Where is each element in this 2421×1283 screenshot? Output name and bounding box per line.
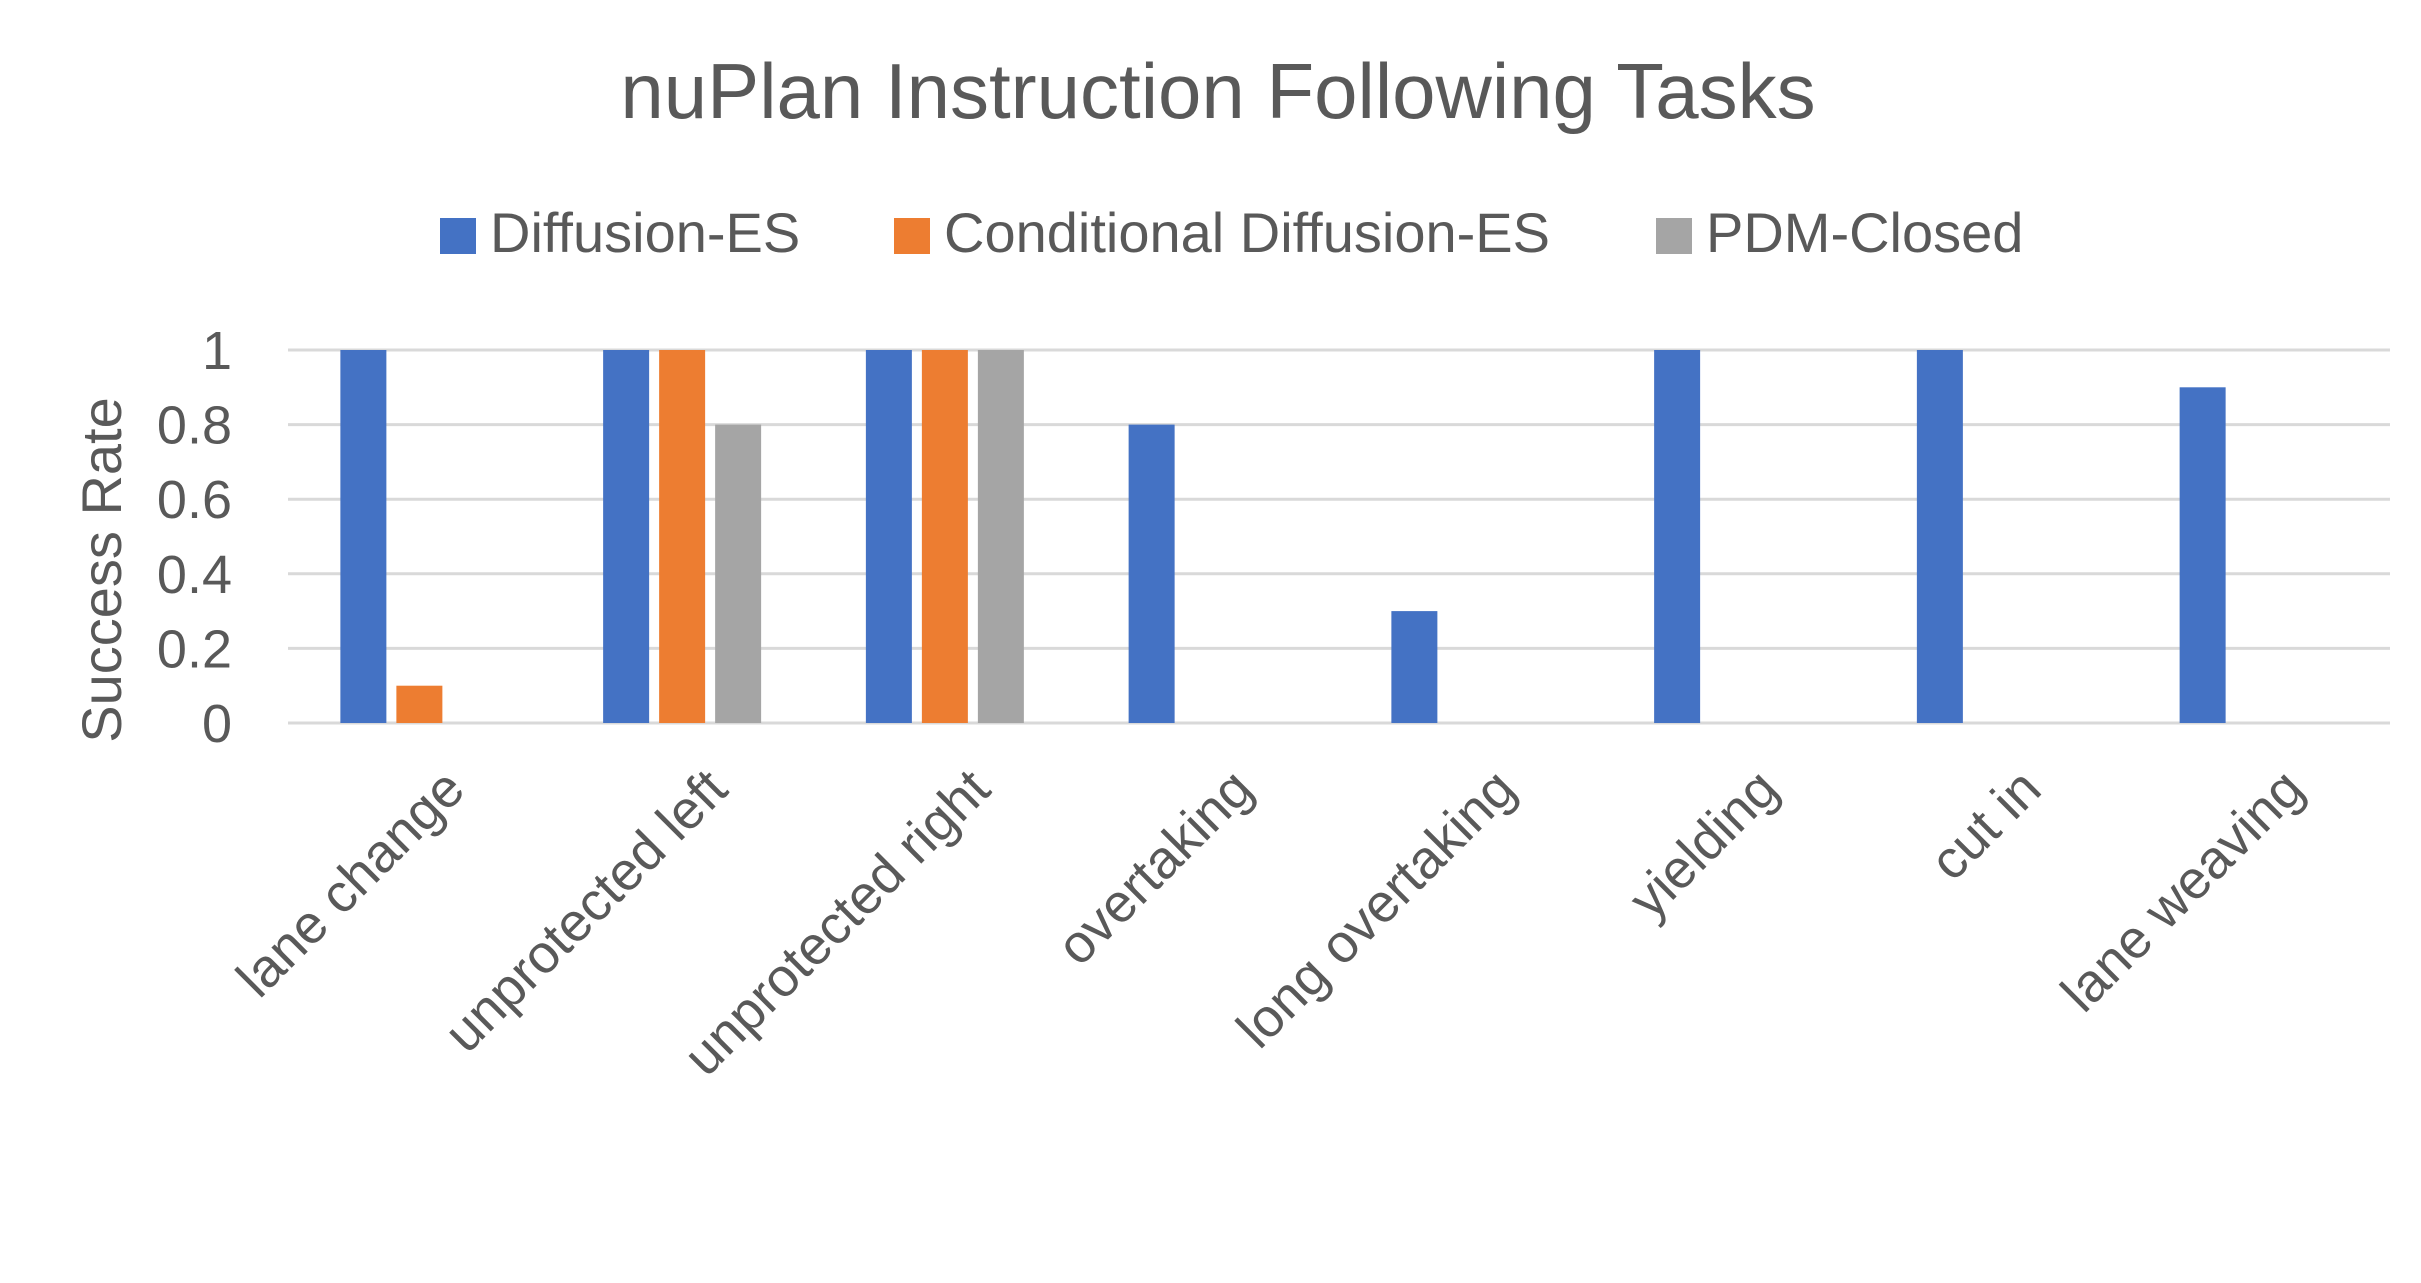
legend-swatch	[440, 218, 476, 254]
legend: Diffusion-ES Conditional Diffusion-ES PDM-…	[440, 201, 2023, 264]
bar-diffusion-es-long-overtaking	[1391, 611, 1438, 723]
y-tick-label: 0.6	[157, 470, 232, 530]
bar-diffusion-es-cut-in	[1916, 350, 1963, 723]
legend-swatch	[1656, 218, 1692, 254]
bar-pdm-closed-unprotected-right	[977, 350, 1024, 723]
legend-label: Conditional Diffusion-ES	[944, 201, 1550, 264]
chart-title: nuPlan Instruction Following Tasks	[620, 47, 1815, 135]
y-tick-label: 1	[202, 321, 232, 381]
legend-swatch	[894, 218, 930, 254]
legend-item: Diffusion-ES	[440, 201, 800, 264]
bar-conditional-diffusion-es-unprotected-left	[659, 350, 706, 723]
y-axis-ticks: 0 0.2 0.4 0.6 0.8 1	[157, 321, 232, 754]
bar-diffusion-es-unprotected-left	[603, 350, 650, 723]
bar-diffusion-es-unprotected-right	[865, 350, 912, 723]
bars	[340, 350, 2226, 723]
y-tick-label: 0.8	[157, 396, 232, 456]
bar-diffusion-es-lane-change	[340, 350, 387, 723]
bar-diffusion-es-yielding	[1654, 350, 1701, 723]
bar-pdm-closed-unprotected-left	[715, 424, 762, 723]
legend-item: PDM-Closed	[1656, 201, 2023, 264]
bar-diffusion-es-lane-weaving	[2179, 387, 2226, 723]
legend-label: PDM-Closed	[1706, 201, 2023, 264]
legend-label: Diffusion-ES	[490, 201, 800, 264]
bar-diffusion-es-overtaking	[1128, 424, 1175, 723]
y-tick-label: 0	[202, 694, 232, 754]
legend-item: Conditional Diffusion-ES	[894, 201, 1550, 264]
bar-conditional-diffusion-es-unprotected-right	[921, 350, 968, 723]
y-tick-label: 0.4	[157, 545, 232, 605]
y-axis-label: Success Rate	[70, 397, 133, 743]
y-tick-label: 0.2	[157, 619, 232, 679]
bar-conditional-diffusion-es-lane-change	[396, 685, 443, 723]
